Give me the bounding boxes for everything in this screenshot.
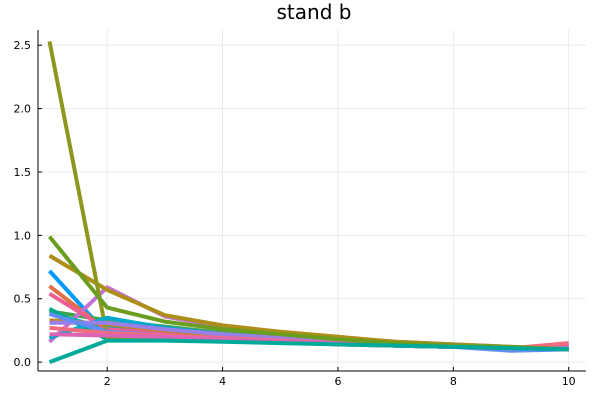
series-group bbox=[47, 41, 569, 364]
x-tick-label-2: 6 bbox=[334, 375, 341, 388]
axes: 2 4 6 8 10 0.0 0.5 1.0 1.5 2.0 2.5 bbox=[14, 30, 586, 388]
y-tick-label-2: 1.0 bbox=[14, 229, 32, 242]
series-line-10 bbox=[47, 41, 569, 352]
x-tick-label-4: 10 bbox=[562, 375, 576, 388]
x-tick-label-0: 2 bbox=[104, 375, 111, 388]
y-tick-label-5: 2.5 bbox=[14, 39, 32, 52]
y-tick-label-3: 1.5 bbox=[14, 166, 32, 179]
y-tick-label-0: 0.0 bbox=[14, 356, 32, 369]
x-tick-label-1: 4 bbox=[219, 375, 226, 388]
x-tick-label-3: 8 bbox=[450, 375, 457, 388]
y-tick-label-4: 2.0 bbox=[14, 103, 32, 116]
y-tick-label-1: 0.5 bbox=[14, 293, 32, 306]
chart-title: stand b bbox=[277, 0, 352, 24]
series-line-17 bbox=[48, 338, 569, 364]
